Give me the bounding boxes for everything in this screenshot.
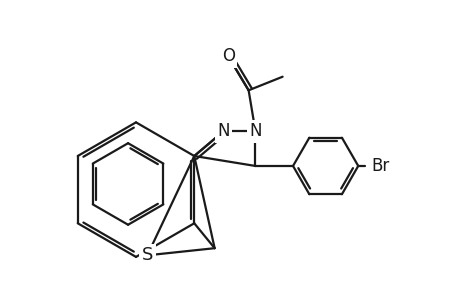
Text: N: N [249,122,261,140]
Text: O: O [221,47,234,65]
Text: S: S [141,246,153,264]
Text: Br: Br [371,157,389,175]
Text: N: N [217,122,230,140]
